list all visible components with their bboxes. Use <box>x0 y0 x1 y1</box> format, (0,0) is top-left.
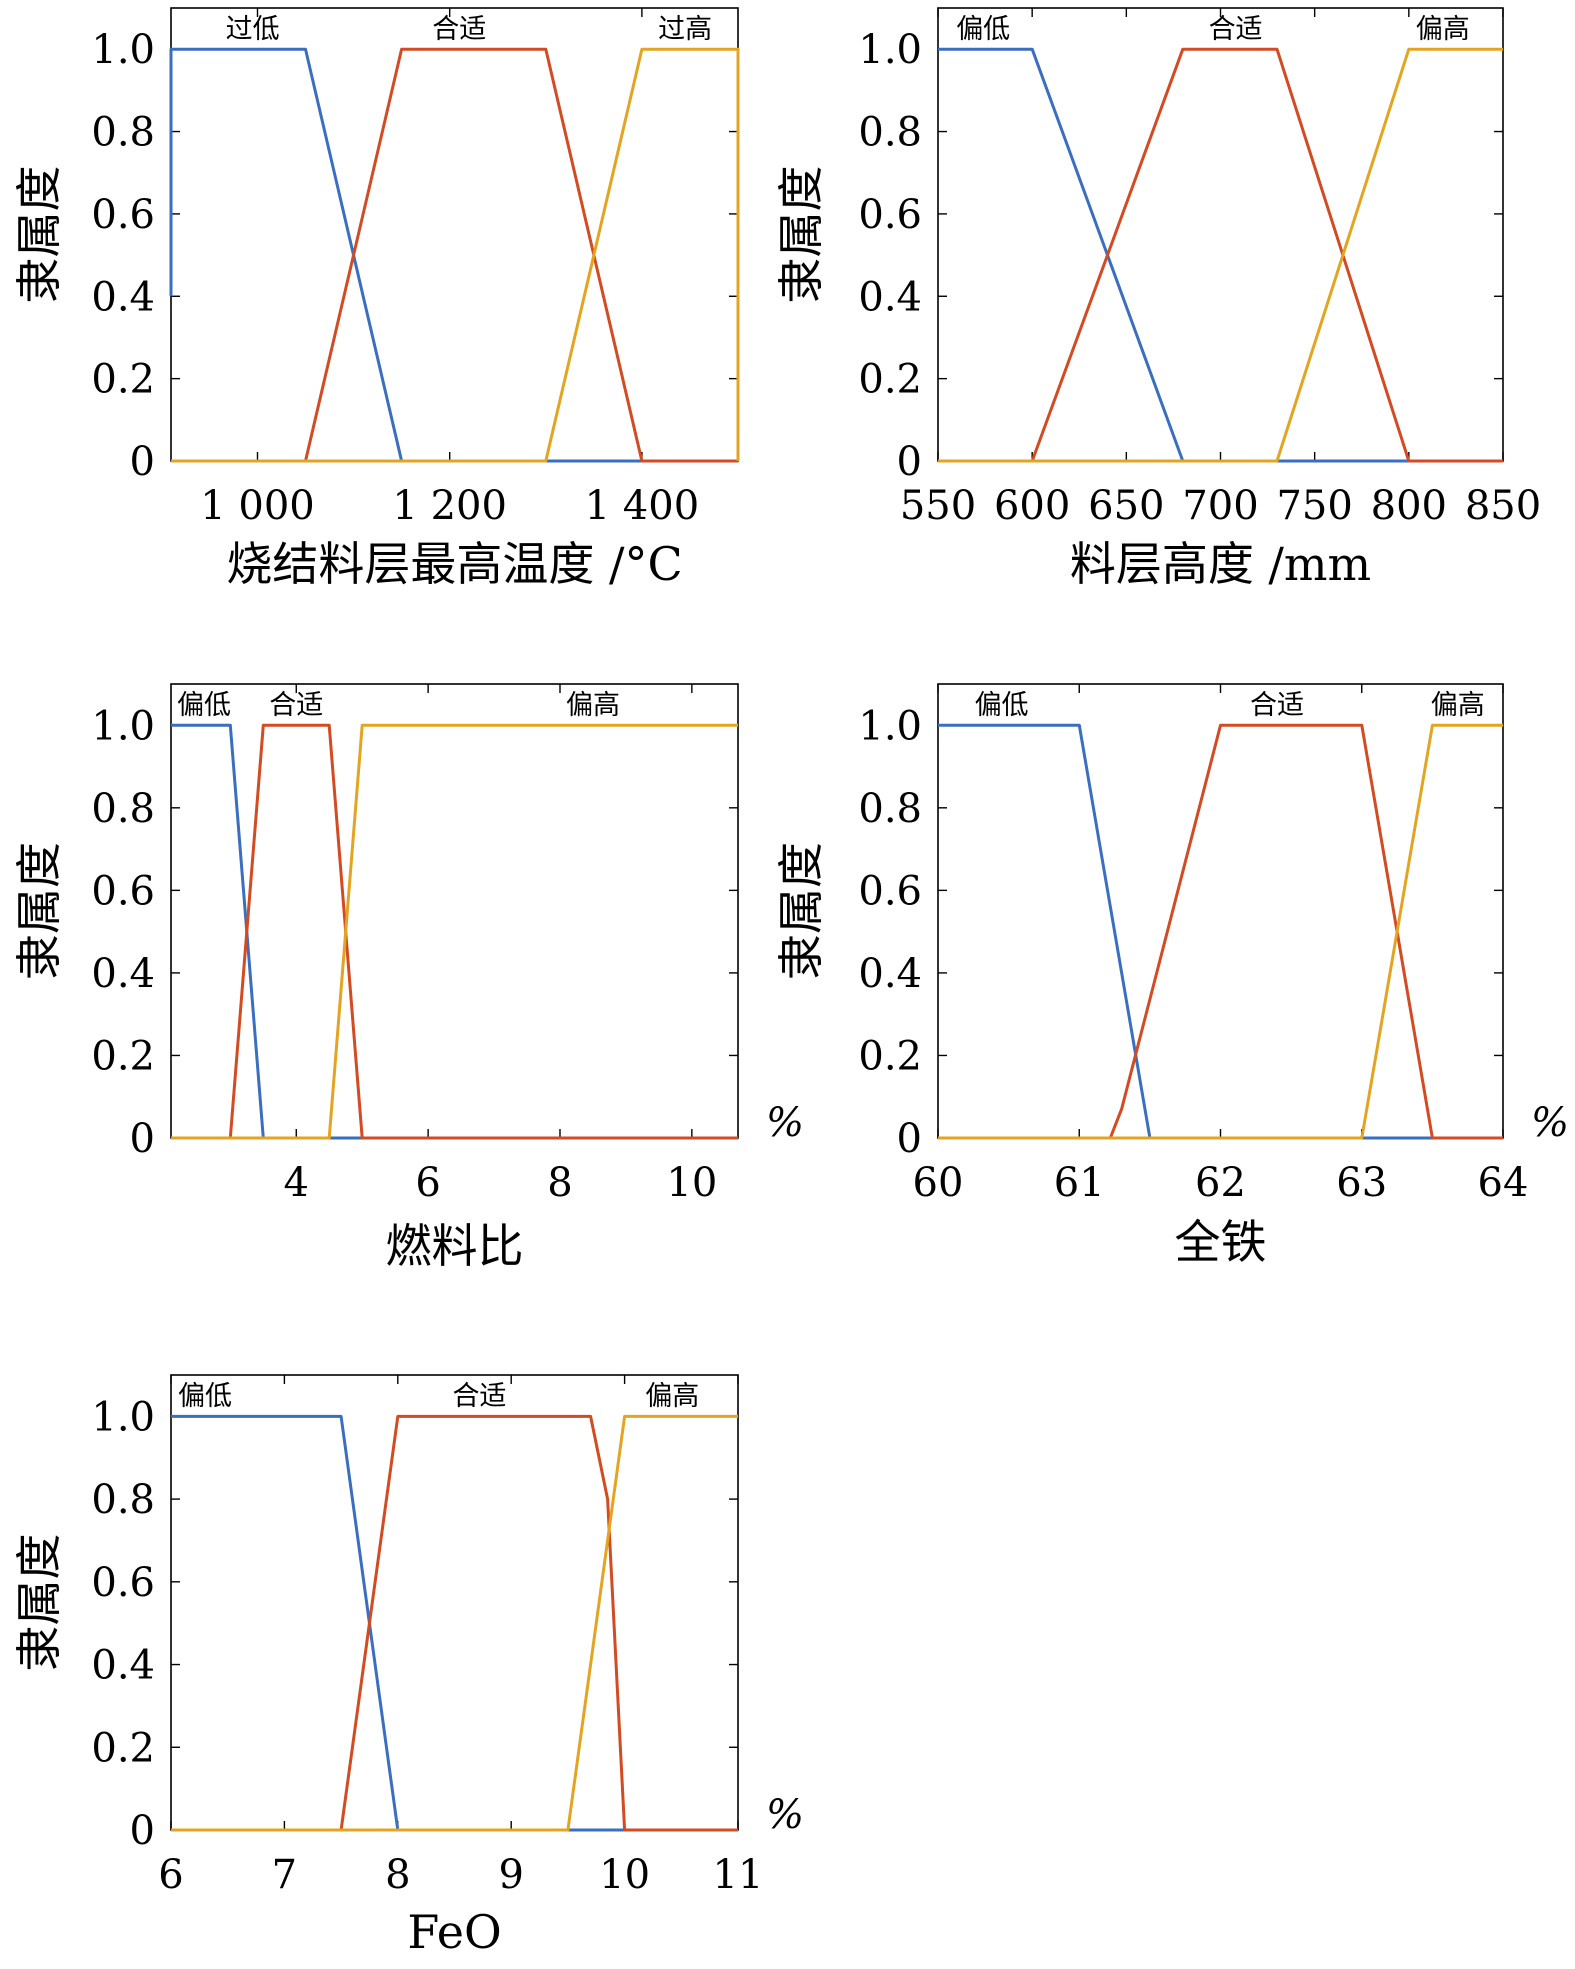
x-tick-label: 10 <box>599 1852 650 1898</box>
x-axis-label: 烧结料层最高温度 /°C <box>226 537 682 591</box>
y-tick-label: 0.4 <box>91 274 155 320</box>
x-tick-label: 63 <box>1336 1160 1387 1206</box>
y-tick-label: 0.2 <box>858 357 922 403</box>
series-line-偏高 <box>938 47 1503 463</box>
fuzzy-set-label: 偏低 <box>975 690 1029 721</box>
y-tick-label: 0.2 <box>858 1033 922 1079</box>
fuzzy-set-label: 偏低 <box>956 14 1010 45</box>
x-tick-label: 11 <box>713 1852 764 1898</box>
fuzzy-set-label: 合适 <box>432 14 486 45</box>
y-tick-label: 0 <box>130 439 155 485</box>
y-tick-label: 0.8 <box>858 786 922 832</box>
fuzzy-set-label: 偏高 <box>645 1381 699 1412</box>
y-tick-label: 0.8 <box>91 110 155 156</box>
x-tick-label: 8 <box>385 1852 410 1898</box>
unit-label: % <box>766 1100 804 1146</box>
x-tick-label: 60 <box>913 1160 964 1206</box>
series-line-偏高 <box>171 723 738 1140</box>
y-axis-label: 隶属度 <box>12 842 66 980</box>
plot-area-frame <box>170 1374 739 1831</box>
fuzzy-set-label: 偏高 <box>1416 14 1470 45</box>
x-tick-label: 600 <box>994 483 1070 529</box>
y-axis-label: 隶属度 <box>774 842 828 980</box>
series-line-偏高 <box>938 723 1503 1140</box>
x-tick-label: 9 <box>498 1852 523 1898</box>
fuzzy-set-label: 过高 <box>658 14 712 45</box>
plot-area-frame <box>170 7 739 462</box>
series-line-过高 <box>171 47 740 463</box>
x-tick-label: 650 <box>1088 483 1164 529</box>
plot-area-frame <box>937 683 1504 1139</box>
y-tick-label: 0.8 <box>858 110 922 156</box>
y-tick-label: 0.4 <box>858 951 922 997</box>
x-axis-label: 燃料比 <box>386 1219 524 1273</box>
fuzzy-set-label: 合适 <box>1250 690 1304 721</box>
series-line-偏高 <box>171 1414 738 1832</box>
x-tick-label: 1 200 <box>392 483 507 529</box>
plot-area-frame <box>937 7 1504 462</box>
x-tick-label: 1 000 <box>200 483 315 529</box>
y-axis-label: 隶属度 <box>12 1534 66 1672</box>
x-tick-label: 700 <box>1182 483 1258 529</box>
fuzzy-set-label: 过低 <box>226 14 280 45</box>
y-tick-label: 0.6 <box>91 868 155 914</box>
y-axis-label: 隶属度 <box>12 166 66 304</box>
x-tick-label: 64 <box>1478 1160 1529 1206</box>
x-axis-label: 料层高度 /mm <box>1070 537 1371 591</box>
y-tick-label: 0 <box>897 439 922 485</box>
x-tick-label: 850 <box>1465 483 1541 529</box>
y-tick-label: 0.4 <box>858 274 922 320</box>
y-tick-label: 0.2 <box>91 357 155 403</box>
x-tick-label: 750 <box>1276 483 1352 529</box>
fuzzy-set-label: 合适 <box>269 690 323 721</box>
y-tick-label: 0.6 <box>91 1560 155 1606</box>
x-tick-label: 800 <box>1371 483 1447 529</box>
fuzzy-set-label: 合适 <box>1209 14 1263 45</box>
chart-panel-1: 0 0.2 0.4 0.6 0.8 1.0 1 000 1 200 1 400 过低 合适 过高烧结料… <box>12 7 740 591</box>
fuzzy-set-label: 偏高 <box>1431 690 1485 721</box>
y-tick-label: 1.0 <box>858 703 922 749</box>
x-tick-label: 4 <box>284 1160 309 1206</box>
y-axis-label: 隶属度 <box>774 166 828 304</box>
x-axis-label: FeO <box>407 1905 501 1959</box>
chart-panel-5: 0 0.2 0.4 0.6 0.8 1.0 6 7 8 9 10 11 偏低 合适 偏高 FeO 隶属度% <box>12 1374 804 1959</box>
x-tick-label: 62 <box>1195 1160 1246 1206</box>
unit-label: % <box>1531 1100 1569 1146</box>
unit-label: % <box>766 1792 804 1838</box>
x-tick-label: 6 <box>158 1852 183 1898</box>
y-tick-label: 0.8 <box>91 1477 155 1523</box>
fuzzy-set-label: 偏低 <box>177 690 231 721</box>
y-tick-label: 0.6 <box>858 192 922 238</box>
y-tick-label: 0.4 <box>91 951 155 997</box>
x-tick-label: 8 <box>547 1160 572 1206</box>
y-tick-label: 0.4 <box>91 1643 155 1689</box>
y-tick-label: 1.0 <box>91 703 155 749</box>
x-tick-label: 7 <box>272 1852 297 1898</box>
y-tick-label: 1.0 <box>91 27 155 73</box>
y-tick-label: 0.2 <box>91 1033 155 1079</box>
y-tick-label: 0.2 <box>91 1725 155 1771</box>
fuzzy-set-label: 合适 <box>452 1381 506 1412</box>
y-tick-label: 0.6 <box>858 868 922 914</box>
chart-panel-2: 0 0.2 0.4 0.6 0.8 1.0 550 600 650 700 750 800 850 偏低 合… <box>774 7 1541 591</box>
fuzzy-set-label: 偏低 <box>178 1381 232 1412</box>
y-tick-label: 1.0 <box>91 1394 155 1440</box>
x-tick-label: 10 <box>666 1160 717 1206</box>
x-tick-label: 61 <box>1054 1160 1105 1206</box>
x-tick-label: 550 <box>900 483 976 529</box>
y-tick-label: 0 <box>130 1116 155 1162</box>
x-tick-label: 6 <box>415 1160 440 1206</box>
x-axis-label: 全铁 <box>1175 1215 1267 1269</box>
fuzzy-set-label: 偏高 <box>566 690 620 721</box>
y-tick-label: 0 <box>897 1116 922 1162</box>
y-tick-label: 0.6 <box>91 192 155 238</box>
y-tick-label: 0 <box>130 1808 155 1854</box>
x-tick-label: 1 400 <box>585 483 700 529</box>
plot-area-frame <box>170 683 739 1139</box>
y-tick-label: 1.0 <box>858 27 922 73</box>
y-tick-label: 0.8 <box>91 786 155 832</box>
